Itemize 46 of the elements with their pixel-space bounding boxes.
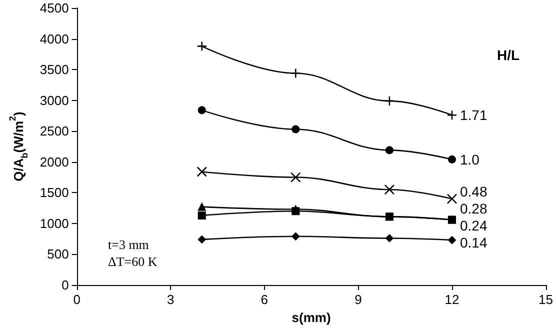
series-label: 0.24 [460,218,488,234]
x-tick-label: 9 [354,292,362,307]
x-tick-label: 15 [538,292,554,307]
series-label: 0.28 [460,200,488,217]
y-tick-label: 4500 [40,0,69,16]
annotation: t=3 mm [108,237,149,252]
y-tick-label: 3000 [40,92,69,108]
point [446,110,458,120]
y-tick-label: 0 [62,278,69,292]
point [448,216,456,224]
y-tick-label: 3500 [40,62,69,78]
legend-title: H/L [497,47,520,63]
y-tick-label: 4000 [40,31,69,46]
annotation: ΔT=60 K [108,254,158,269]
point [292,232,300,240]
point [290,172,301,182]
point [385,212,394,221]
x-tick-label: 12 [444,292,460,307]
point [196,166,208,177]
point [198,235,206,244]
x-tick-label: 0 [73,292,80,307]
point [292,207,300,216]
series-label: 0.48 [460,184,488,200]
x-axis-title: s(mm) [292,310,331,325]
y-tick-label: 2000 [40,154,69,170]
point [196,41,208,52]
series-label: 0.14 [460,234,488,251]
x-tick-label: 6 [260,292,268,307]
point [384,184,395,195]
series-label: 1.0 [460,151,480,168]
point [198,106,206,114]
series-label: 1.71 [460,107,488,124]
point [292,125,300,134]
x-tick-label: 3 [166,292,174,307]
point [446,194,458,204]
y-tick-label: 2500 [40,124,69,139]
point [448,155,456,164]
point [385,146,394,154]
y-tick-label: 500 [47,246,69,262]
y-axis-title: Q/Ab(W/m2) [8,112,30,182]
point [385,234,394,242]
point [198,202,206,211]
point [448,236,456,244]
y-tick-label: 1000 [40,216,69,231]
y-tick-label: 1500 [40,185,69,200]
point [198,211,206,220]
